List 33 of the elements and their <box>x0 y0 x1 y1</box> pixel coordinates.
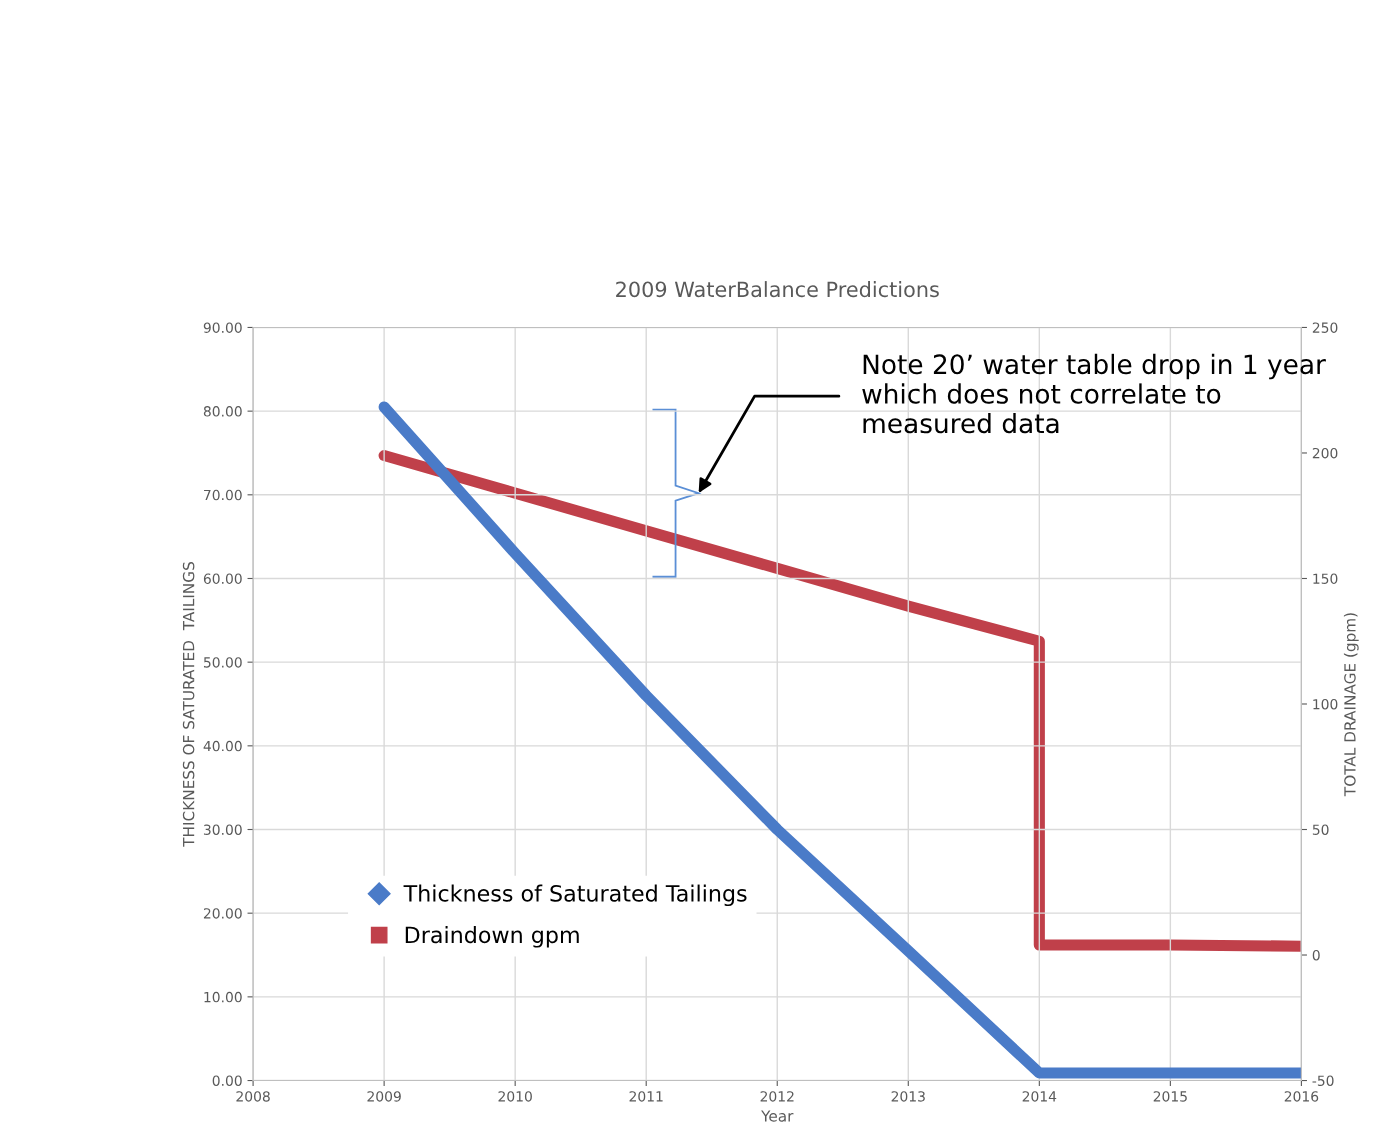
x-tick-label: 2008 <box>236 1091 270 1102</box>
y-tick-label: 80.00 <box>203 406 242 417</box>
annotation: Note 20’ water table drop in 1 year which does not correlate to measured data <box>862 353 1326 434</box>
y-tick-label: 90.00 <box>203 322 242 333</box>
x-tick-label: 2015 <box>1153 1091 1187 1102</box>
y2-tick-label: 150 <box>1313 573 1338 584</box>
y-tick-label: 0.00 <box>212 1075 242 1086</box>
x-tick-label: 2009 <box>367 1091 401 1102</box>
legend-label: Draindown gpm <box>405 926 579 948</box>
y2-tick-label: 50 <box>1312 824 1329 835</box>
y-tick-label: 40.00 <box>203 740 242 752</box>
x-tick-label: 2013 <box>891 1091 925 1102</box>
y-tick-label: 20.00 <box>203 908 242 919</box>
y2-tick-label: 100 <box>1313 698 1338 710</box>
x-tick-label: 2014 <box>1022 1091 1057 1102</box>
y-tick-label: 30.00 <box>203 824 242 835</box>
x-tick-label: 2012 <box>760 1091 794 1102</box>
y2-tick-label: 250 <box>1312 322 1338 333</box>
chart-title: 2009 WaterBalance Predictions <box>616 281 939 298</box>
y-tick-label: 10.00 <box>204 991 242 1003</box>
legend-label: Thickness of Saturated Tailings <box>403 884 747 907</box>
y2-axis-title: TOTAL DRAINAGE (gpm) <box>1343 613 1359 797</box>
y-tick-label: 60.00 <box>203 573 242 584</box>
y2-tick-label: -50 <box>1312 1075 1334 1086</box>
y-tick-label: 50.00 <box>203 657 242 668</box>
x-tick-label: 2011 <box>629 1091 663 1102</box>
y2-tick-label: 200 <box>1312 447 1338 459</box>
y-tick-label: 70.00 <box>204 489 242 501</box>
x-tick-label: 2010 <box>498 1091 532 1102</box>
y-axis-title: THICKNESS OF SATURATED TAILINGS <box>182 562 195 847</box>
x-tick-label: 2016 <box>1284 1091 1319 1102</box>
x-axis-title: Year <box>761 1110 794 1122</box>
y2-tick-label: 0 <box>1312 949 1320 961</box>
